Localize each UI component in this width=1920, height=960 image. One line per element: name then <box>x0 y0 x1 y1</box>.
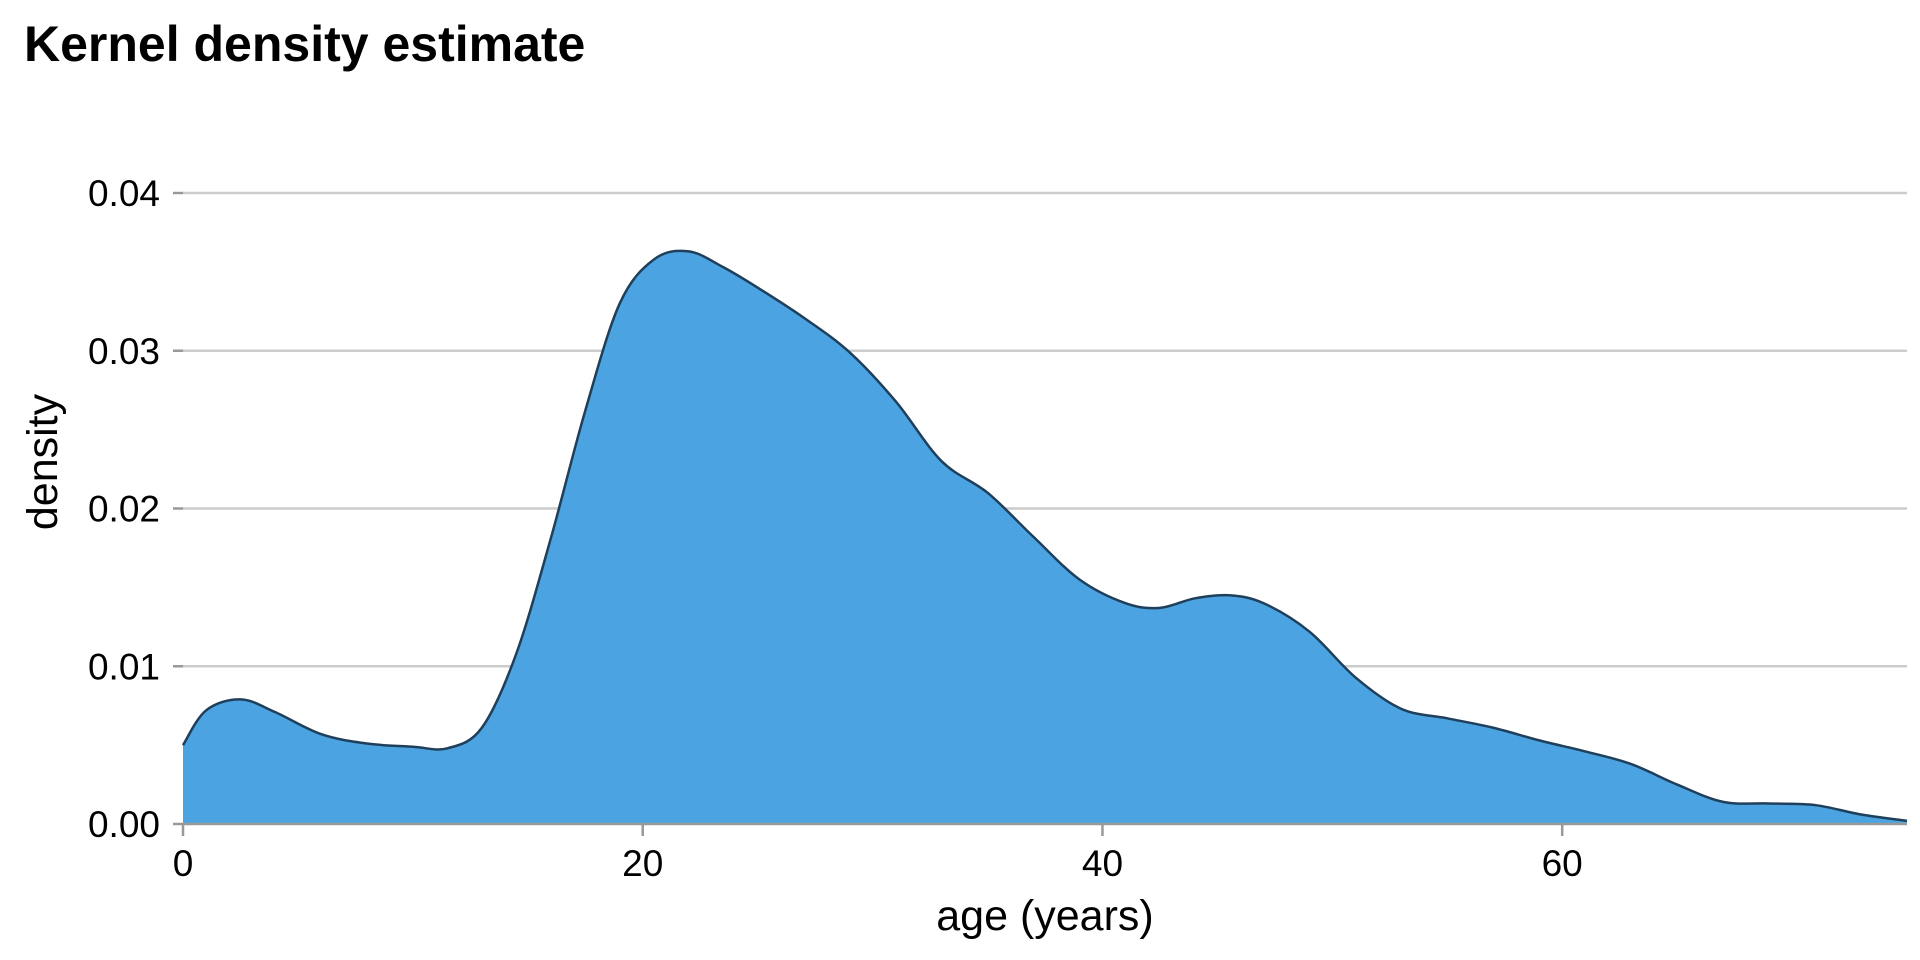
x-axis-label: age (years) <box>936 892 1153 940</box>
gridlines <box>183 191 1907 668</box>
y-tick-label-2: 0.02 <box>88 489 160 530</box>
density-area-group <box>181 249 1908 824</box>
y-tick-label-4: 0.04 <box>88 173 160 214</box>
x-tick-label-2: 40 <box>1082 843 1123 884</box>
chart-title: Kernel density estimate <box>24 16 586 72</box>
tick-labels: 0.00 0.01 0.02 0.03 0.04 0 20 40 60 <box>88 173 1583 884</box>
x-tick-label-3: 60 <box>1542 843 1583 884</box>
axes <box>173 191 1907 836</box>
y-tick-label-0: 0.00 <box>88 804 160 845</box>
x-tick-label-0: 0 <box>173 843 194 884</box>
x-tick-label-1: 20 <box>622 843 663 884</box>
density-area <box>183 250 1907 824</box>
y-tick-label-1: 0.01 <box>88 646 160 687</box>
y-tick-label-3: 0.03 <box>88 331 160 372</box>
density-line <box>181 249 1908 823</box>
y-axis-label: density <box>19 393 67 530</box>
